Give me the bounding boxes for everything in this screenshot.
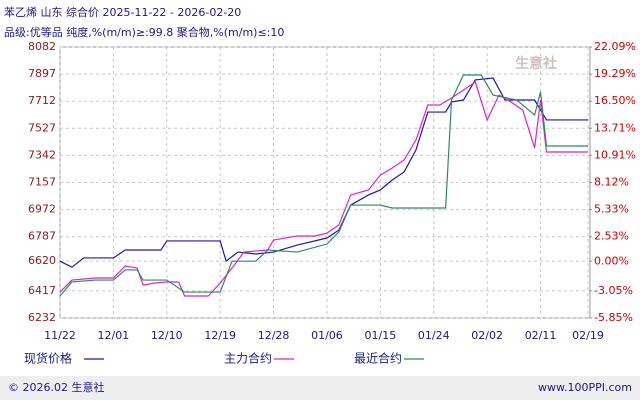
y-tick-label: 6232 — [28, 311, 56, 324]
y-tick-label: 6972 — [28, 203, 56, 216]
y2-tick-label: 8.12% — [594, 176, 629, 189]
x-tick-label: 12/01 — [98, 329, 130, 342]
y-tick-label: 7157 — [28, 176, 56, 189]
x-tick-label: 01/24 — [418, 329, 450, 342]
footer-left: © 2026.02 生意社 — [8, 380, 104, 394]
footer-right: www.100PPI.com — [538, 381, 632, 394]
x-tick-label: 02/02 — [471, 329, 503, 342]
watermark: 生意社 — [515, 55, 557, 72]
y2-tick-label: 0.00% — [594, 254, 629, 267]
y2-tick-label: -3.05% — [594, 284, 633, 297]
legend-label: 最近合约 — [354, 351, 402, 366]
y2-tick-label: 19.29% — [594, 67, 636, 80]
y-tick-label: 7897 — [28, 67, 56, 80]
y-tick-label: 6620 — [28, 254, 56, 267]
series-line — [59, 74, 588, 297]
y-tick-label: 8082 — [28, 40, 56, 53]
x-tick-label: 02/11 — [525, 329, 557, 342]
x-tick-label: 11/22 — [44, 329, 76, 342]
y2-tick-label: -5.85% — [594, 311, 633, 324]
x-tick-label: 12/19 — [204, 329, 236, 342]
x-tick-label: 12/28 — [258, 329, 290, 342]
footer-band — [0, 376, 640, 400]
x-tick-label: 01/06 — [311, 329, 343, 342]
legend-label: 现货价格 — [24, 351, 72, 366]
y2-tick-label: 22.09% — [594, 40, 636, 53]
y2-tick-label: 10.91% — [594, 148, 636, 161]
x-tick-label: 12/10 — [151, 329, 183, 342]
y-tick-label: 7342 — [28, 148, 56, 161]
x-tick-label: 02/19 — [572, 329, 604, 342]
y2-tick-label: 5.33% — [594, 203, 629, 216]
chart-subtitle: 品级:优等品 纯度,%(m/m)≥:99.8 聚合物,%(m/m)≤:10 — [4, 25, 284, 39]
legend-label: 主力合约 — [224, 351, 272, 366]
x-tick-label: 01/15 — [365, 329, 397, 342]
y2-tick-label: 16.50% — [594, 94, 636, 107]
y2-tick-label: 13.71% — [594, 121, 636, 134]
y-tick-label: 7712 — [28, 94, 56, 107]
y-tick-label: 7527 — [28, 121, 56, 134]
chart-title: 苯乙烯 山东 综合价 2025-11-22 - 2026-02-20 — [4, 5, 241, 19]
y-tick-label: 6787 — [28, 230, 56, 243]
y2-tick-label: 2.53% — [594, 230, 629, 243]
y-tick-label: 6417 — [28, 284, 56, 297]
